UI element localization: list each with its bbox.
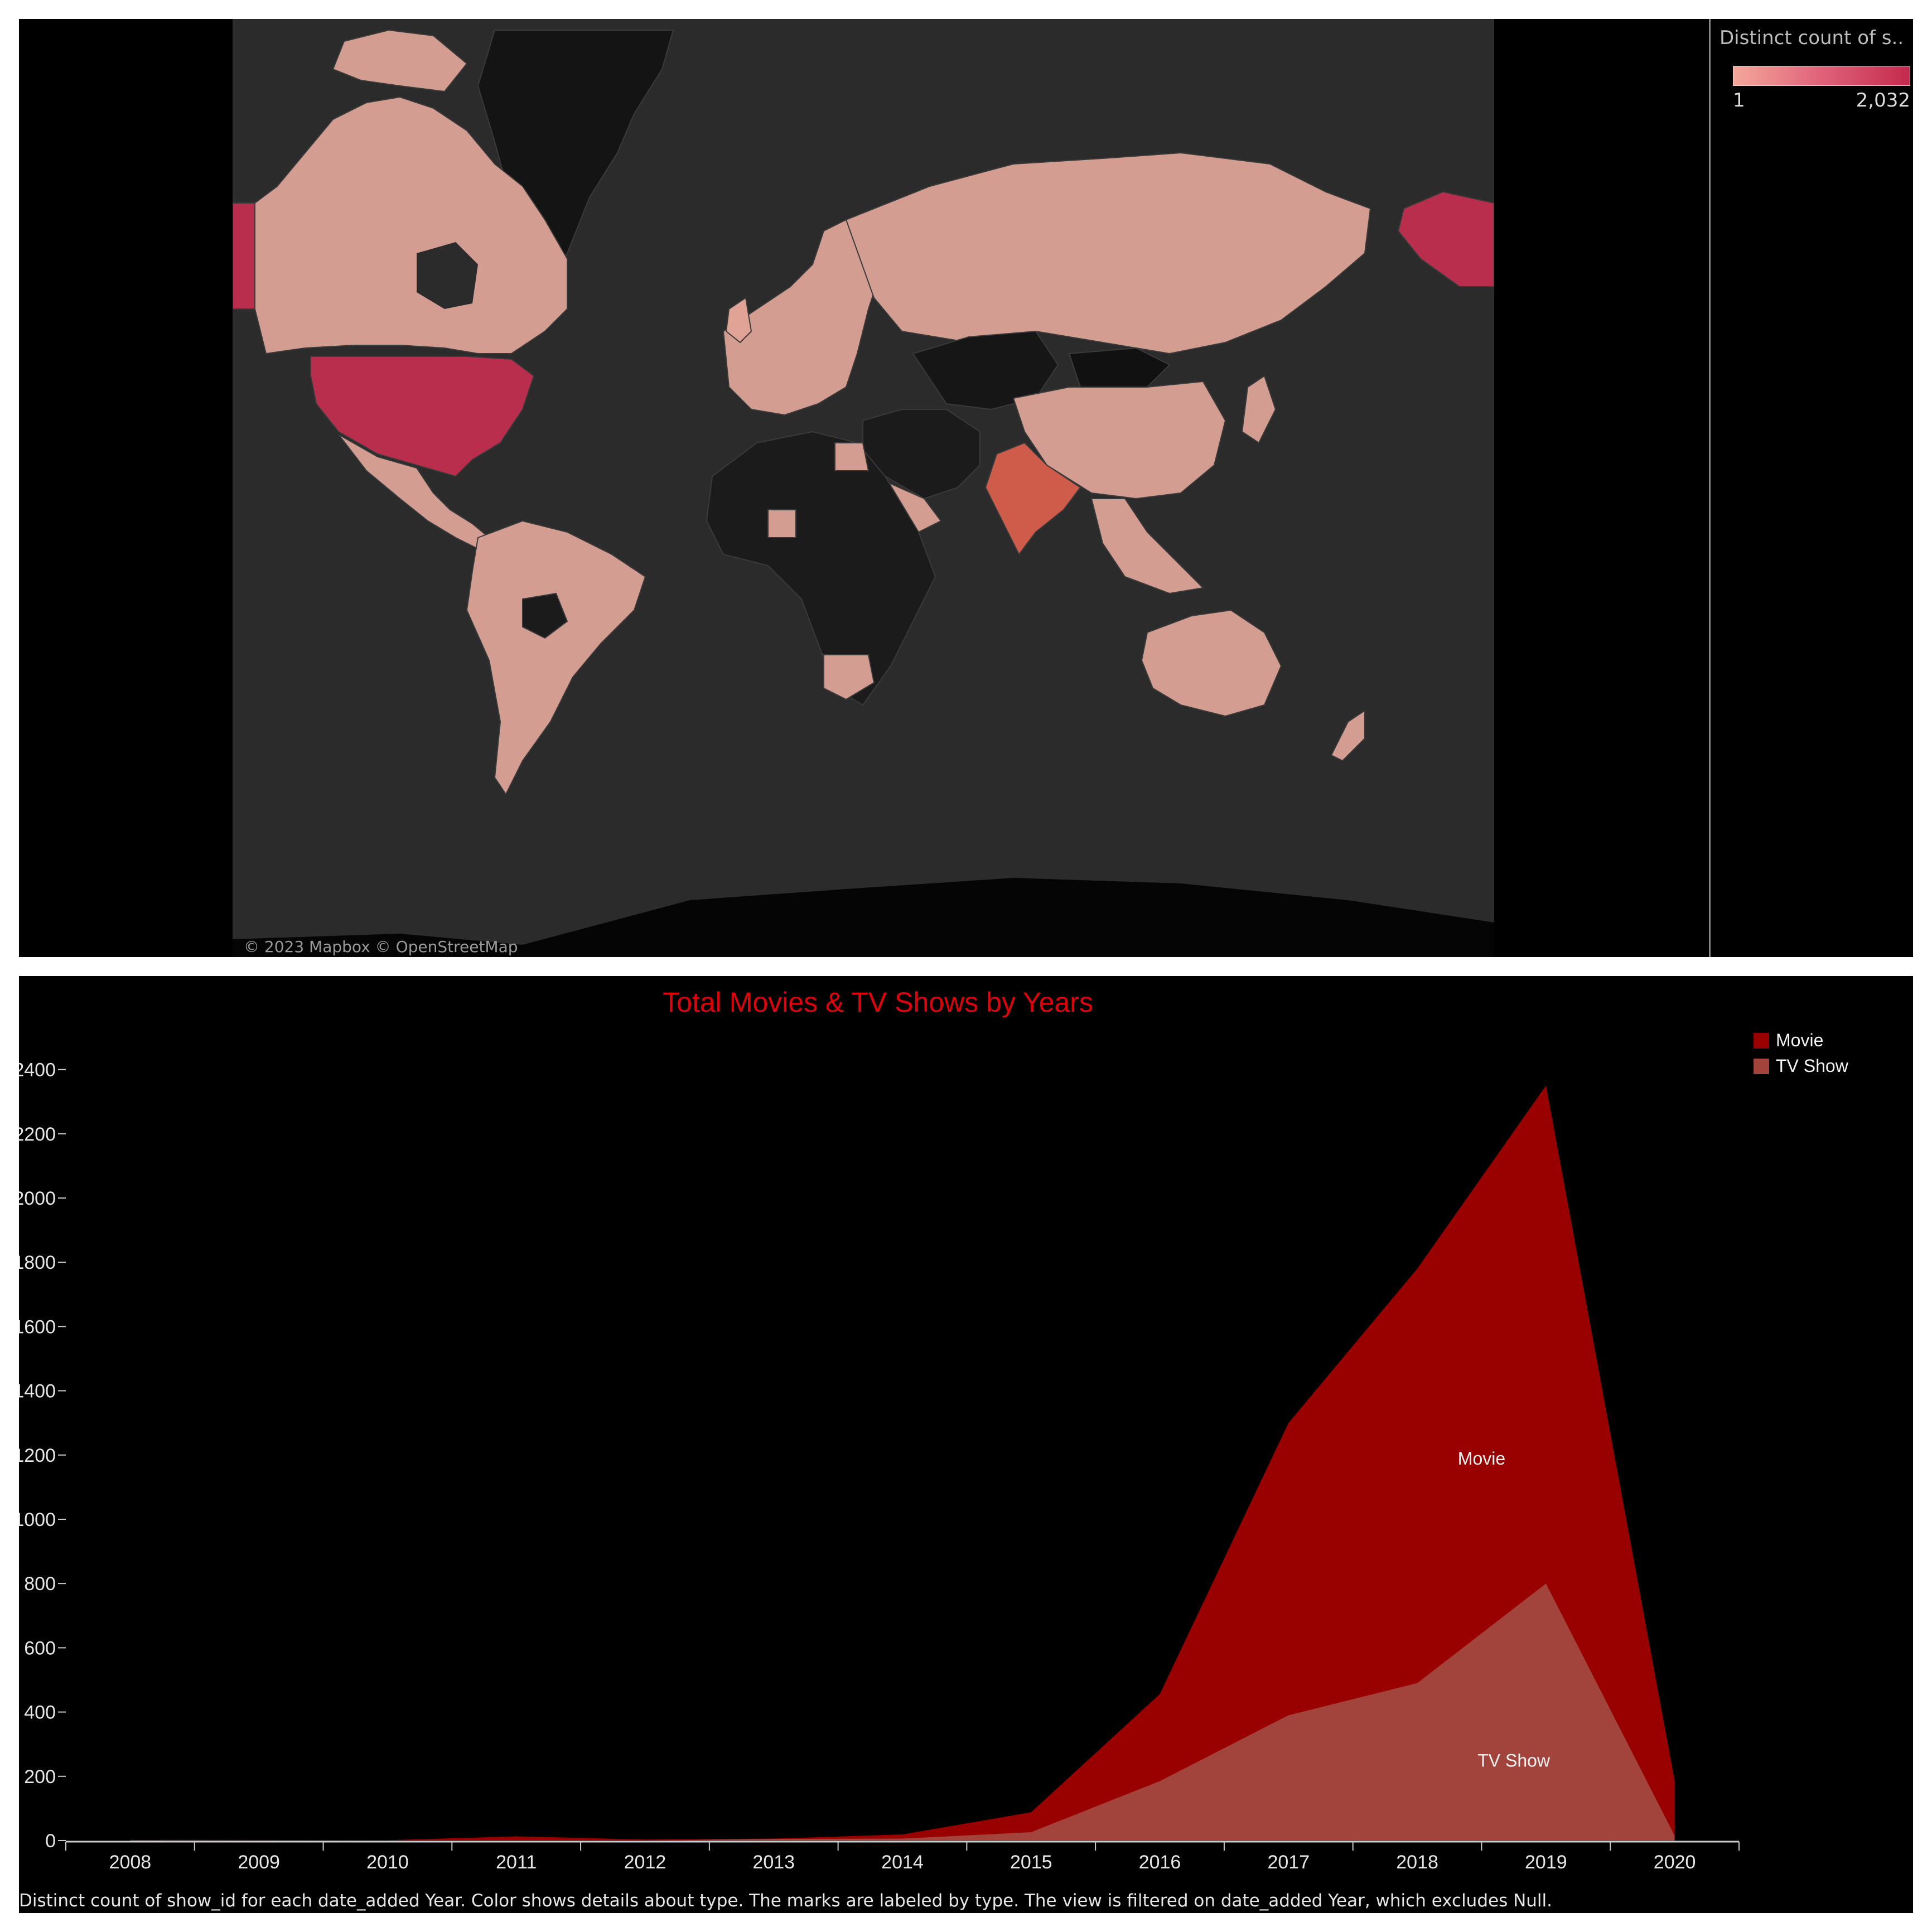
map-region-australia[interactable]: [1141, 609, 1282, 717]
map-region-china[interactable]: [1012, 380, 1226, 500]
map-region-uk[interactable]: [725, 297, 752, 344]
x-tick-label: 2017: [1267, 1852, 1310, 1873]
map-region-nigeria[interactable]: [767, 509, 796, 538]
mark-label-tv-show: TV Show: [1477, 1751, 1551, 1771]
mark-labels: Movie TV Show: [1458, 1448, 1551, 1770]
map-region-egypt[interactable]: [834, 442, 870, 471]
map-region-alaska-west[interactable]: [233, 202, 255, 310]
map-attribution[interactable]: © 2023 Mapbox © OpenStreetMap: [244, 938, 518, 956]
y-tick-label: 200: [24, 1766, 56, 1788]
map-region-south-america[interactable]: [466, 520, 646, 795]
y-tick-label: 1200: [19, 1445, 56, 1466]
mark-label-movie: Movie: [1458, 1448, 1505, 1469]
map-region-russia[interactable]: [845, 152, 1371, 355]
y-tick-label: 800: [24, 1573, 56, 1595]
y-tick-label: 2400: [19, 1060, 56, 1081]
area-movie: [130, 1085, 1675, 1841]
y-tick-label: 1400: [19, 1381, 56, 1402]
x-tick-label: 2009: [238, 1852, 280, 1873]
map-region-central-asia[interactable]: [912, 330, 1059, 410]
legend-title: Distinct count of s..: [1720, 27, 1904, 49]
chart-caption: Distinct count of show_id for each date_…: [19, 1891, 1552, 1911]
y-tick-label: 2000: [19, 1188, 56, 1209]
chart-title: Total Movies & TV Shows by Years: [663, 987, 1093, 1018]
x-tick-label: 2014: [881, 1852, 924, 1873]
legend-color-ramp: [1733, 66, 1910, 86]
map-region-mongolia[interactable]: [1068, 347, 1171, 388]
legend-swatch-movie: [1754, 1033, 1769, 1049]
y-axis: 0 200 400 600 800 1000 1200 1400 1600 1800 2000 220…: [19, 1060, 66, 1852]
x-tick-label: 2008: [109, 1852, 152, 1873]
area-tv-show: [130, 1583, 1675, 1841]
area-chart-panel: Total Movies & TV Shows by Years 0 200 400…: [19, 976, 1913, 1913]
map-region-alaska-east[interactable]: [1397, 191, 1494, 287]
y-tick-label: 1600: [19, 1316, 56, 1337]
x-tick-label: 2019: [1525, 1852, 1567, 1873]
world-map-shapes: [233, 29, 1494, 957]
world-map[interactable]: © 2023 Mapbox © OpenStreetMap: [233, 19, 1494, 957]
map-region-japan[interactable]: [1241, 375, 1277, 444]
area-series: [130, 1085, 1675, 1841]
x-tick-label: 2016: [1139, 1852, 1181, 1873]
map-color-legend: Distinct count of s.. 1 2,032: [1709, 19, 1915, 957]
map-region-bolivia[interactable]: [522, 592, 568, 639]
y-tick-label: 600: [24, 1638, 56, 1659]
y-tick-label: 400: [24, 1702, 56, 1723]
x-axis: 2008 2009 2010 2011 2012 2013 2014 2015 2016 2017…: [65, 1841, 1740, 1873]
area-chart: Total Movies & TV Shows by Years 0 200 400…: [19, 987, 1849, 1873]
x-tick-label: 2011: [496, 1852, 537, 1873]
x-tick-label: 2010: [366, 1852, 409, 1873]
y-tick-label: 1000: [19, 1509, 56, 1530]
legend-swatch-tv-show: [1754, 1059, 1769, 1074]
map-region-new-zealand[interactable]: [1330, 709, 1365, 762]
x-tick-label: 2018: [1396, 1852, 1438, 1873]
x-tick-label: 2013: [752, 1852, 795, 1873]
x-tick-label: 2020: [1654, 1852, 1696, 1873]
legend-entry-movie: Movie: [1776, 1030, 1823, 1050]
x-tick-label: 2012: [624, 1852, 666, 1873]
map-region-india[interactable]: [984, 442, 1081, 556]
map-panel: © 2023 Mapbox © OpenStreetMap Distinct c…: [19, 19, 1913, 957]
y-tick-label: 0: [45, 1830, 56, 1852]
x-tick-label: 2015: [1010, 1852, 1052, 1873]
legend-min-label: 1: [1733, 89, 1745, 112]
legend-entry-tv-show: TV Show: [1776, 1056, 1849, 1076]
y-tick-label: 2200: [19, 1124, 56, 1145]
map-region-africa[interactable]: [706, 431, 936, 706]
map-region-usa[interactable]: [310, 356, 535, 477]
map-region-canada[interactable]: [254, 96, 568, 355]
map-region-south-africa[interactable]: [823, 654, 875, 701]
chart-legend: Movie TV Show: [1754, 1030, 1849, 1076]
legend-max-label: 2,032: [1856, 89, 1910, 112]
y-tick-label: 1800: [19, 1252, 56, 1273]
map-region-arctic-islands[interactable]: [332, 29, 468, 93]
map-region-hudson-bay: [417, 242, 478, 309]
map-region-antarctica: [233, 878, 1494, 957]
map-region-southeast-asia[interactable]: [1090, 498, 1205, 595]
